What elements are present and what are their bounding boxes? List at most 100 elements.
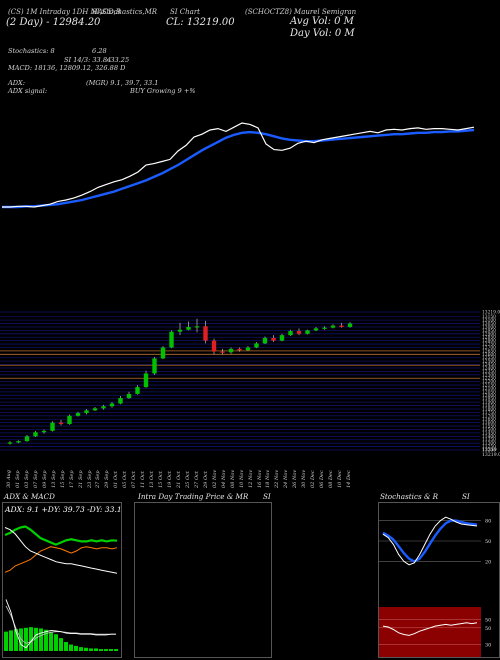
y-tick-label: 12250 [482, 377, 496, 382]
candle-body [237, 348, 242, 351]
macd-histogram-bar [9, 630, 13, 651]
candle-body [84, 410, 89, 414]
candle-body [288, 331, 293, 336]
date-tick-label: 02 Dec [310, 470, 317, 488]
date-tick-label: 03 Sep [23, 470, 30, 488]
candle-body [186, 326, 191, 330]
candle-body [322, 327, 327, 329]
date-tick-label: 30 Aug [6, 470, 12, 488]
date-tick-label: 02 Nov [211, 469, 218, 488]
macd-histogram-bar [99, 649, 103, 651]
macd-histogram-bar [49, 631, 53, 651]
date-tick-label: 29 Sep [104, 470, 111, 488]
macd-histogram-bar [109, 649, 113, 651]
date-tick-label: 04 Nov [220, 469, 227, 488]
avg-volume: Avg Vol: 0 M [290, 16, 354, 27]
adx-macd-title: ADX & MACD [4, 492, 55, 501]
date-tick-label: 19 Oct [167, 471, 174, 488]
date-tick-label: 01 Sep [14, 470, 21, 488]
date-tick-label: 11 Oct [140, 471, 147, 488]
date-tick-label: 10 Dec [337, 470, 344, 488]
stoch-axis-label: 50 [485, 539, 491, 545]
date-tick-label: 12 Nov [247, 469, 254, 488]
stochastics-chart: 80 50 20 [379, 503, 499, 579]
header-title-2: SI,Stochastics,MR [92, 8, 158, 16]
date-tick-label: 26 Nov [292, 469, 299, 488]
date-tick-label: 29 Oct [202, 471, 209, 488]
adx-readout: ADX: 9.1 +DY: 39.73 -DY: 33.1 [5, 505, 122, 514]
stoch-d-line [382, 519, 478, 563]
candle-body [143, 373, 149, 388]
macd-histogram-bar [69, 644, 73, 651]
macd-histogram-bar [64, 641, 68, 651]
candle-body [271, 337, 276, 341]
candle-body [152, 358, 157, 374]
date-tick-label: 22 Nov [274, 469, 281, 488]
y-tick-label: 12950 [482, 329, 496, 334]
y-tick-label: 12850 [482, 336, 496, 341]
macd-line [5, 599, 116, 649]
macd-histogram-bar [89, 648, 93, 651]
header-title-3: SI Chart [170, 8, 200, 16]
stoch-axis-label: 80 [485, 519, 491, 525]
plus-di-line [4, 525, 118, 546]
macd-histogram-bar [104, 649, 108, 651]
header-title-4: (SCHOCTZ8) Maurel Semigran [245, 8, 357, 16]
y-tick-label: 12550 [482, 356, 496, 361]
candle-body [211, 340, 217, 352]
date-tick-label: 17 Sep [68, 470, 75, 488]
macd-histogram-bar [74, 645, 78, 651]
close-price: CL: 13219.00 [166, 17, 235, 28]
candle-body [305, 330, 310, 334]
stoch-axis-label: 20 [485, 559, 491, 565]
intraday-title-si: SI [263, 492, 271, 501]
adx-signal-value: BUY Growing 9 +% [130, 87, 196, 95]
candle-body [16, 441, 21, 443]
date-tick-label: 27 Oct [193, 471, 200, 488]
y-tick-label: 11700 [482, 414, 496, 419]
rsi-axis-label: 30 [485, 643, 491, 649]
y-tick-label: 12100 [482, 387, 496, 392]
si-readout-2: : 33.25 [106, 56, 130, 64]
rsi-axis-label: 50 [485, 617, 491, 623]
date-tick-label: 08 Nov [229, 469, 236, 488]
stoch-title: Stochastics & R [380, 492, 439, 501]
y-tick-label: 12000 [482, 394, 496, 399]
macd-histogram-bar [29, 627, 33, 651]
macd-histogram-bar [44, 629, 48, 651]
candle-body [169, 331, 174, 348]
candle-body [262, 337, 268, 344]
candle-body [254, 343, 259, 348]
y-tick-label: 12200 [482, 380, 496, 385]
y-tick-label: 13219.00 [482, 311, 500, 316]
y-tick-label: 12500 [482, 360, 496, 365]
y-tick-label: 13100 [482, 319, 496, 324]
adx-line [4, 527, 118, 574]
candle-body [177, 329, 183, 332]
candle-body [339, 325, 344, 327]
date-tick-label: 15 Sep [59, 470, 66, 488]
stoch-rsi-panel: 80 50 20 50 50 30 [378, 502, 500, 658]
candle-body [313, 328, 319, 331]
candlestick-panel: 13219.0013150131001305013000129501290012… [0, 306, 500, 458]
date-tick-label: 24 Nov [283, 469, 290, 488]
rsi-background [379, 607, 481, 657]
intraday-title: Intra Day Trading Price & MR [138, 492, 249, 501]
date-tick-label: 21 Sep [77, 470, 84, 488]
stoch-k-line [382, 516, 478, 566]
day-change: (2 Day) - 12984.20 [6, 17, 101, 28]
minus-di-line [4, 546, 118, 573]
stoch-readout-2: 6.28 [92, 47, 107, 55]
y-tick-label: 12600 [482, 353, 496, 358]
macd-histogram-bar [4, 631, 8, 651]
price-line-chart [2, 122, 475, 209]
date-tick-label: 14 Dec [346, 470, 352, 488]
y-tick-label: 11900 [482, 401, 496, 406]
stoch-readout: Stochastics: 8 [8, 47, 55, 55]
y-tick-label: 11600 [482, 421, 496, 426]
y-tick-label: 13000 [482, 325, 496, 330]
y-tick-label: 11500 [482, 428, 496, 433]
candle-body [101, 406, 106, 409]
macd-histogram-bar [59, 638, 63, 651]
y-tick-label: 13150 [482, 315, 496, 320]
